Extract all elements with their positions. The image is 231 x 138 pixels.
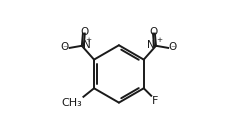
Text: ⁻: ⁻: [170, 44, 175, 53]
Text: O: O: [168, 42, 176, 52]
Text: CH₃: CH₃: [61, 98, 82, 108]
Text: +: +: [85, 37, 91, 43]
Text: N: N: [146, 40, 154, 50]
Text: O: O: [61, 42, 69, 52]
Text: O: O: [80, 27, 88, 37]
Text: O: O: [149, 27, 157, 37]
Text: +: +: [156, 37, 162, 43]
Text: N: N: [83, 40, 91, 50]
Text: ⁻: ⁻: [62, 44, 67, 53]
Text: F: F: [152, 96, 158, 106]
